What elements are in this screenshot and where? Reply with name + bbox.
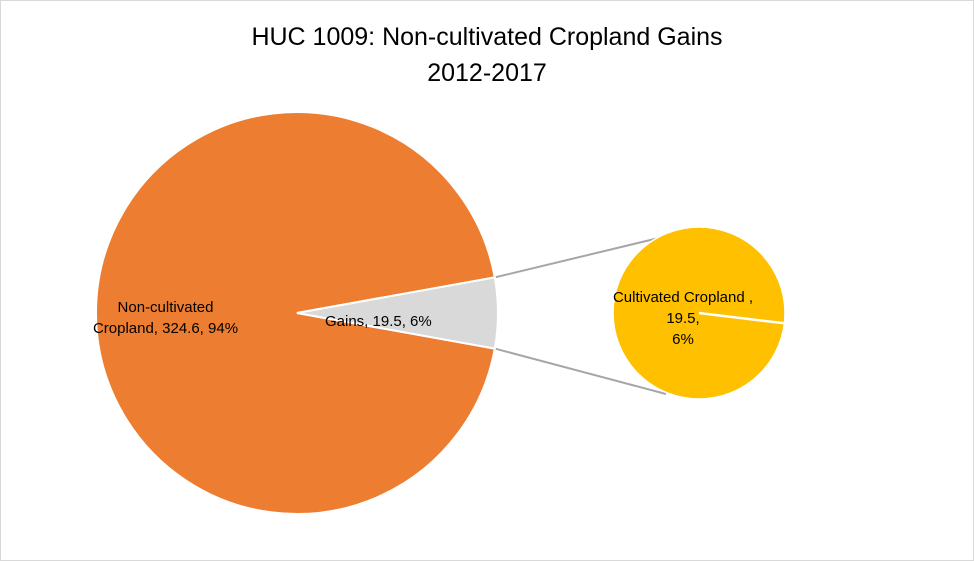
data-label-non-cultivated-cropland: Non-cultivated Cropland, 324.6, 94%	[73, 297, 258, 339]
data-label-non-cultivated-line1: Non-cultivated	[117, 299, 214, 316]
secondary-pie-divider	[698, 311, 785, 325]
chart-subtitle: 2012-2017	[427, 59, 547, 87]
data-label-gains: Gains, 19.5, 6%	[325, 313, 432, 330]
data-label-cultivated-cropland: Cultivated Cropland , 19.5, 6%	[597, 287, 769, 350]
chart-title: HUC 1009: Non-cultivated Cropland Gains	[251, 23, 723, 51]
data-label-non-cultivated-line2: Cropland, 324.6, 94%	[92, 320, 239, 337]
connector-line-bottom	[494, 347, 667, 395]
data-label-cultivated-line1: Cultivated Cropland ,	[612, 289, 754, 306]
connector-line-top	[494, 235, 668, 279]
pie-slice-gains	[296, 276, 499, 350]
data-label-cultivated-line3: 6%	[672, 331, 694, 348]
data-label-cultivated-line2: 19.5,	[666, 310, 700, 327]
pie-slice-non-cultivated-cropland	[95, 111, 496, 515]
